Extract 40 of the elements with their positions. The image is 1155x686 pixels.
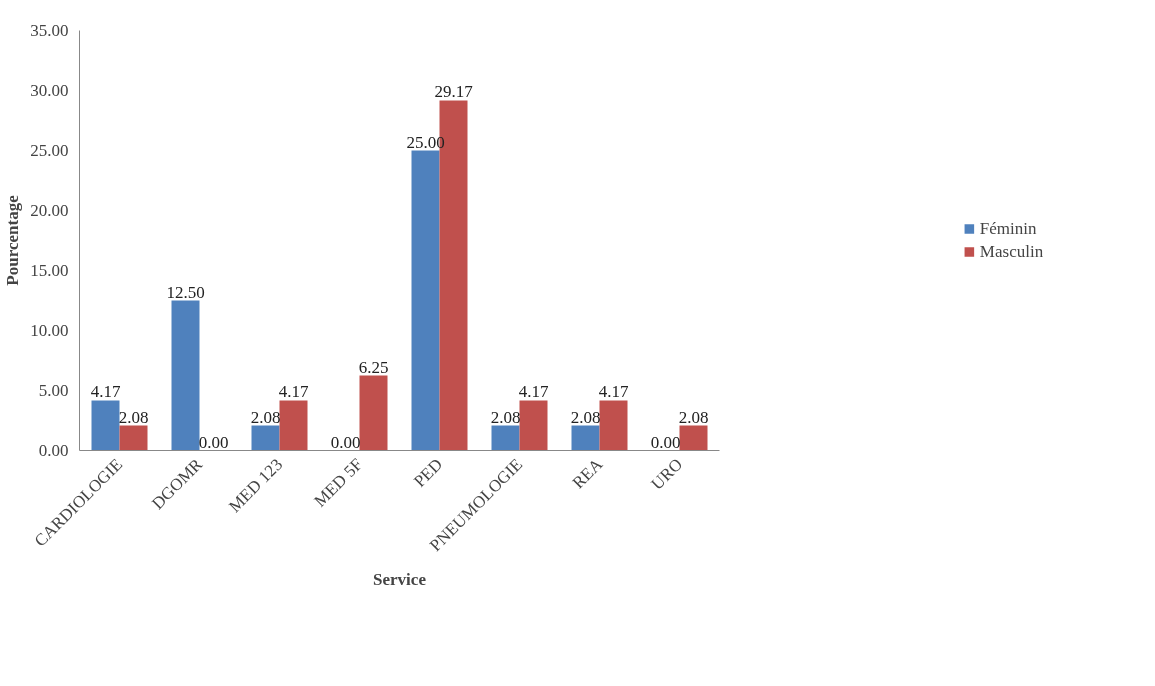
bar bbox=[571, 425, 600, 451]
x-tick-label: REA bbox=[568, 454, 607, 493]
data-label: 12.50 bbox=[166, 282, 205, 302]
legend-label: Masculin bbox=[979, 241, 1044, 262]
x-axis-title: Service bbox=[373, 569, 427, 589]
data-label: 2.08 bbox=[250, 407, 281, 427]
bar bbox=[679, 425, 708, 451]
y-tick-label: 10.00 bbox=[30, 321, 69, 340]
data-label: 29.17 bbox=[434, 82, 474, 102]
y-tick-label: 35.00 bbox=[30, 21, 69, 40]
data-label: 0.00 bbox=[650, 432, 681, 452]
bar bbox=[171, 300, 200, 451]
data-label: 4.17 bbox=[518, 382, 549, 402]
y-tick-label: 0.00 bbox=[38, 441, 69, 460]
y-tick-label: 30.00 bbox=[30, 81, 69, 100]
data-label: 0.00 bbox=[330, 432, 361, 452]
bar bbox=[599, 400, 628, 451]
y-axis-title: Pourcentage bbox=[3, 194, 23, 286]
y-tick-label: 25.00 bbox=[30, 141, 69, 160]
data-label: 2.08 bbox=[490, 407, 521, 427]
data-label: 2.08 bbox=[118, 407, 149, 427]
data-label: 4.17 bbox=[598, 382, 629, 402]
bar bbox=[279, 400, 308, 451]
y-tick-label: 20.00 bbox=[30, 201, 69, 220]
bar bbox=[519, 400, 548, 451]
data-label: 4.17 bbox=[278, 382, 309, 402]
bar bbox=[359, 375, 388, 451]
data-label: 6.25 bbox=[358, 357, 389, 377]
data-label: 2.08 bbox=[678, 407, 709, 427]
data-label: 2.08 bbox=[570, 407, 601, 427]
bar bbox=[411, 150, 440, 451]
bar bbox=[119, 425, 148, 451]
y-tick-label: 15.00 bbox=[30, 261, 69, 280]
legend-label: Féminin bbox=[979, 218, 1037, 239]
y-tick-label: 5.00 bbox=[38, 381, 69, 400]
bar bbox=[251, 425, 280, 451]
bar bbox=[91, 400, 120, 451]
bar bbox=[491, 425, 520, 451]
data-label: 4.17 bbox=[90, 382, 121, 402]
data-label: 0.00 bbox=[198, 432, 229, 452]
